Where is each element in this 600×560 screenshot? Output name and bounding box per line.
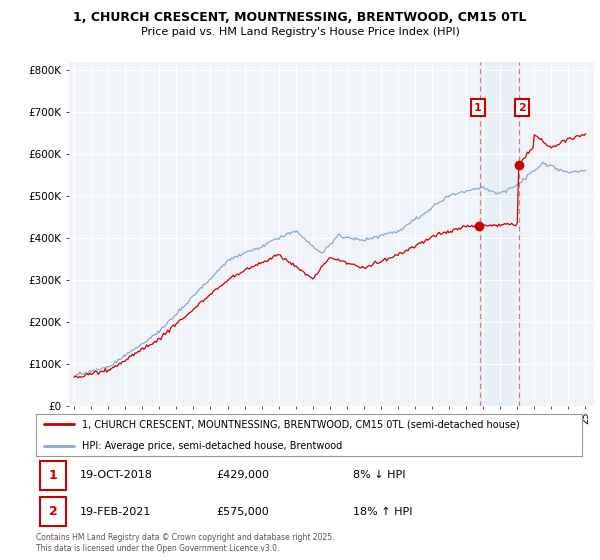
Text: 2: 2 [49,505,58,518]
Text: 1: 1 [49,469,58,482]
Text: £575,000: £575,000 [216,507,269,517]
Bar [479,62,520,406]
Text: 18% ↑ HPI: 18% ↑ HPI [353,507,412,517]
Text: 8% ↓ HPI: 8% ↓ HPI [353,470,405,480]
Text: 19-FEB-2021: 19-FEB-2021 [80,507,151,517]
Text: £429,000: £429,000 [216,470,269,480]
Text: 1, CHURCH CRESCENT, MOUNTNESSING, BRENTWOOD, CM15 0TL (semi-detached house): 1, CHURCH CRESCENT, MOUNTNESSING, BRENTW… [82,419,520,430]
FancyBboxPatch shape [40,497,66,526]
Text: 1, CHURCH CRESCENT, MOUNTNESSING, BRENTWOOD, CM15 0TL: 1, CHURCH CRESCENT, MOUNTNESSING, BRENTW… [73,11,527,24]
Text: Price paid vs. HM Land Registry's House Price Index (HPI): Price paid vs. HM Land Registry's House … [140,27,460,37]
Text: 19-OCT-2018: 19-OCT-2018 [80,470,152,480]
Text: 2: 2 [518,103,526,113]
Text: HPI: Average price, semi-detached house, Brentwood: HPI: Average price, semi-detached house,… [82,441,343,451]
FancyBboxPatch shape [40,461,66,489]
Text: 1: 1 [474,103,482,113]
Text: Contains HM Land Registry data © Crown copyright and database right 2025.
This d: Contains HM Land Registry data © Crown c… [36,533,335,553]
